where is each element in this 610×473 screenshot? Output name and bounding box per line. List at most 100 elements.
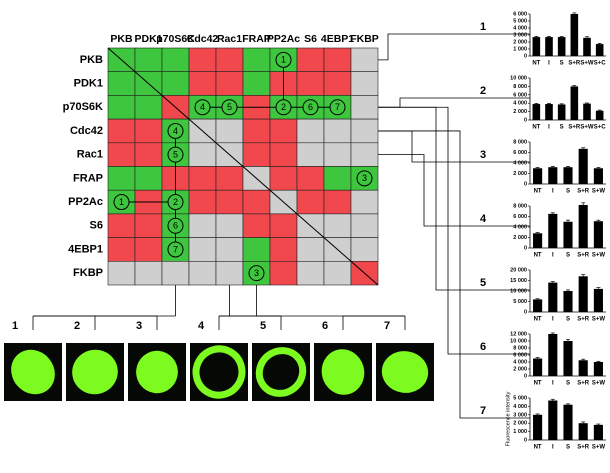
bar bbox=[533, 233, 543, 248]
y-tick-label: 10 000 bbox=[510, 288, 527, 294]
x-tick-label: S bbox=[566, 317, 570, 323]
x-tick-label: S bbox=[560, 125, 564, 131]
row-label: Rac1 bbox=[77, 149, 103, 161]
bar bbox=[532, 37, 541, 56]
marker-circle bbox=[167, 146, 184, 163]
matrix-cell bbox=[188, 260, 217, 286]
y-tick-label: 10 000 bbox=[510, 75, 527, 81]
matrix-cell bbox=[350, 47, 379, 73]
panel-label: 5 bbox=[480, 277, 486, 289]
matrix-cell bbox=[296, 189, 325, 215]
matrix-cell bbox=[107, 71, 136, 96]
matrix-cell bbox=[269, 142, 298, 167]
marker-label: 7 bbox=[335, 102, 340, 112]
matrix-cell bbox=[242, 71, 271, 96]
matrix-cell bbox=[323, 118, 352, 144]
marker-circle bbox=[113, 194, 130, 211]
x-tick-label: S bbox=[566, 445, 570, 451]
matrix-cell bbox=[215, 118, 244, 144]
x-tick-label: S bbox=[566, 253, 570, 259]
row-label: PDK1 bbox=[74, 77, 103, 89]
panel-label: 7 bbox=[480, 405, 486, 417]
column-label: Rac1 bbox=[217, 33, 242, 45]
x-tick-label: NT bbox=[532, 61, 540, 67]
marker-circle bbox=[167, 194, 184, 211]
bar bbox=[578, 276, 588, 312]
marker-label: 1 bbox=[119, 197, 124, 207]
x-tick-label: S+R bbox=[577, 445, 590, 451]
matrix-cell bbox=[134, 237, 163, 262]
bar bbox=[548, 213, 558, 248]
y-tick-label: 5 000 bbox=[513, 299, 527, 305]
y-tick-label: 0 bbox=[524, 53, 527, 59]
matrix-cell bbox=[134, 142, 163, 167]
bar bbox=[557, 37, 566, 56]
matrix-cell bbox=[269, 213, 298, 238]
bar bbox=[548, 334, 558, 376]
y-tick-label: 4 000 bbox=[513, 404, 527, 410]
panel-label: 3 bbox=[480, 149, 486, 161]
bar bbox=[593, 288, 603, 312]
y-tick-label: 2 000 bbox=[513, 235, 527, 241]
matrix-cell bbox=[134, 260, 163, 286]
matrix-cell bbox=[296, 71, 325, 96]
bar bbox=[593, 221, 603, 248]
image-label: 7 bbox=[384, 320, 390, 332]
y-tick-label: 0 bbox=[524, 245, 527, 251]
column-label: FRAP bbox=[242, 33, 271, 45]
marker-circle bbox=[275, 99, 292, 116]
x-tick-label: S+W bbox=[592, 381, 606, 387]
x-tick-label: S+W bbox=[592, 445, 606, 451]
column-label: 4EBP1 bbox=[321, 33, 354, 45]
marker-label: 4 bbox=[173, 126, 178, 136]
marker-circle bbox=[167, 241, 184, 258]
cell-shape bbox=[255, 347, 307, 397]
x-tick-label: I bbox=[552, 445, 554, 451]
column-label: PKB bbox=[110, 33, 133, 45]
y-tick-label: 6 000 bbox=[513, 352, 527, 358]
y-tick-label: 5 000 bbox=[513, 395, 527, 401]
x-tick-label: S+R bbox=[577, 317, 590, 323]
bar bbox=[532, 104, 541, 120]
marker-circle bbox=[221, 99, 238, 116]
marker-label: 1 bbox=[281, 55, 286, 65]
x-tick-label: S+W bbox=[580, 125, 594, 131]
bar bbox=[557, 104, 566, 120]
bar bbox=[563, 404, 573, 440]
y-tick-label: 4 000 bbox=[513, 25, 527, 31]
y-tick-label: 0 bbox=[524, 437, 527, 443]
y-tick-label: 2 000 bbox=[513, 171, 527, 177]
marker-label: 6 bbox=[308, 102, 313, 112]
y-tick-label: 4 000 bbox=[513, 224, 527, 230]
y-tick-label: 0 bbox=[524, 309, 527, 315]
matrix-cell bbox=[242, 237, 271, 262]
matrix-cell bbox=[161, 47, 190, 73]
matrix-cell bbox=[215, 166, 244, 191]
matrix-cell bbox=[296, 118, 325, 144]
bar bbox=[583, 37, 591, 56]
bar bbox=[533, 299, 543, 312]
matrix-cell bbox=[188, 142, 217, 167]
x-tick-label: S+R bbox=[568, 61, 581, 67]
x-tick-label: I bbox=[552, 381, 554, 387]
marker-circle bbox=[248, 265, 265, 282]
row-label: p70S6K bbox=[63, 101, 103, 113]
bar bbox=[545, 37, 553, 56]
x-tick-label: NT bbox=[532, 125, 540, 131]
column-label: p70S6K bbox=[156, 33, 195, 45]
connector bbox=[378, 106, 474, 355]
bar bbox=[583, 103, 591, 120]
row-label: FRAP bbox=[73, 172, 103, 184]
connector bbox=[107, 47, 379, 286]
matrix-cell bbox=[215, 260, 244, 286]
bar bbox=[593, 362, 603, 376]
matrix-cell bbox=[107, 95, 136, 120]
y-tick-label: 2 000 bbox=[513, 366, 527, 372]
x-tick-label: S+R bbox=[577, 381, 590, 387]
matrix-cell bbox=[215, 189, 244, 215]
bar bbox=[578, 360, 588, 376]
bar bbox=[563, 341, 573, 376]
bar bbox=[533, 168, 543, 184]
bar bbox=[593, 168, 603, 184]
matrix-cell bbox=[188, 47, 217, 73]
